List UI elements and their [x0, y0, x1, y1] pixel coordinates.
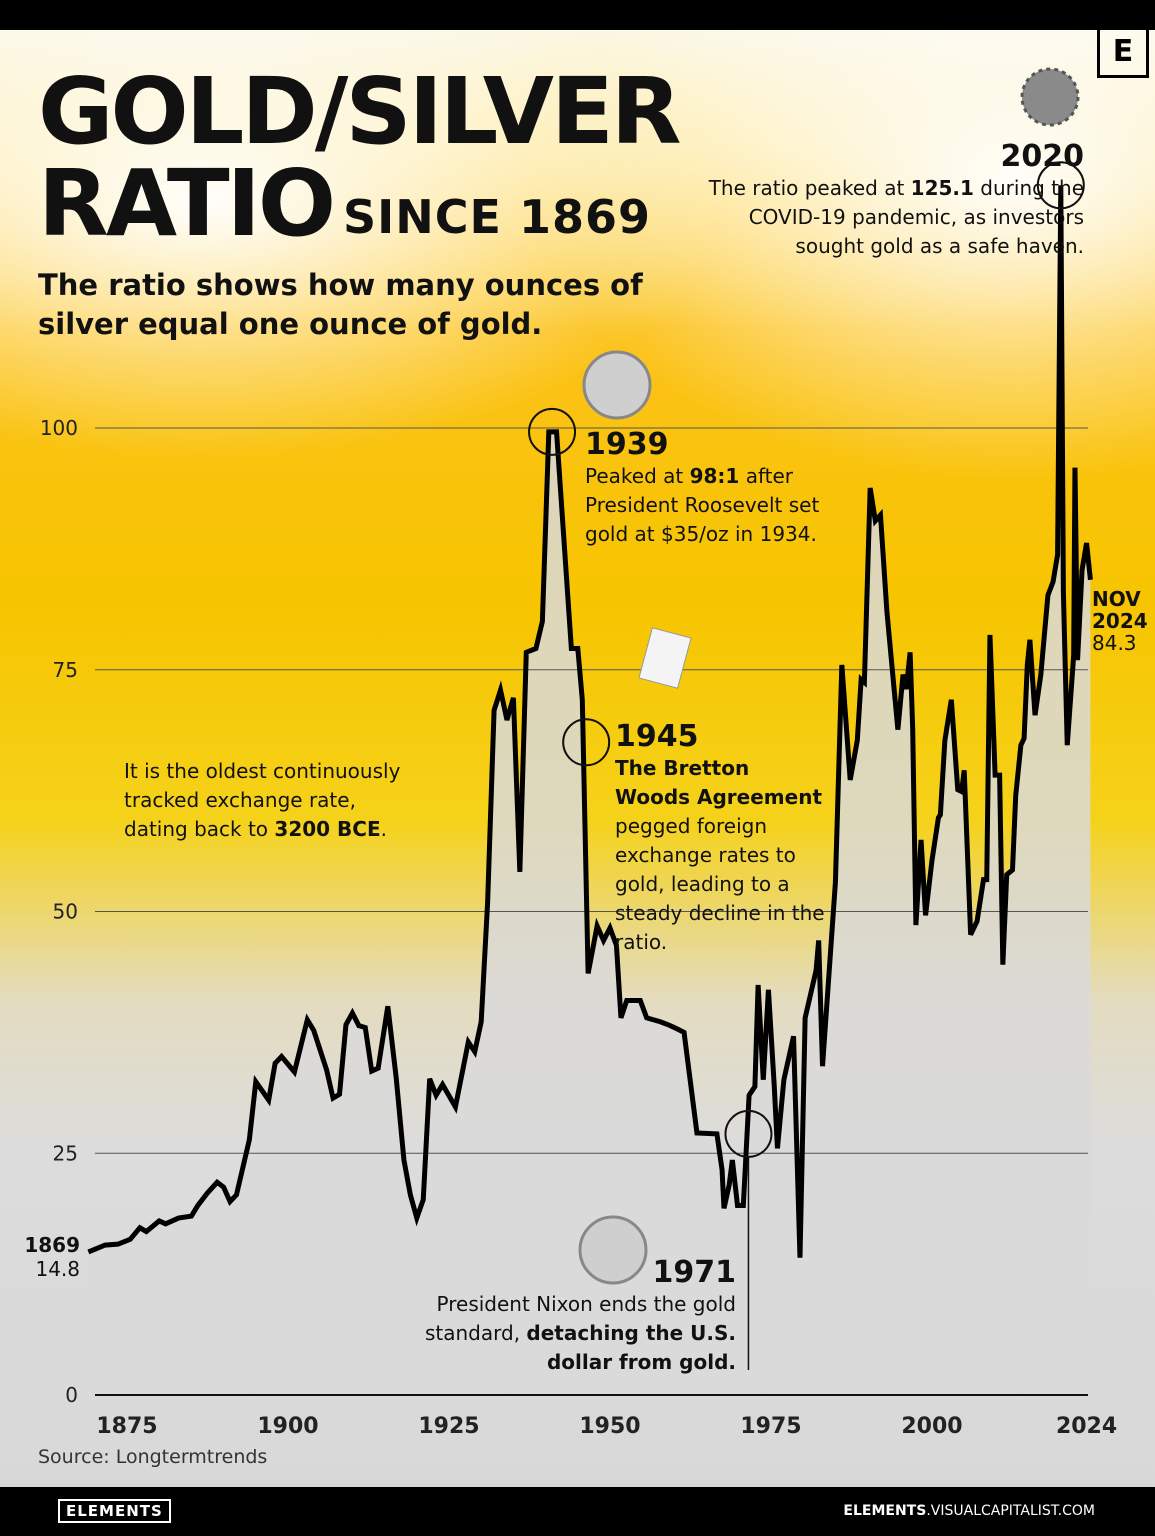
annotation-year: 1971 [652, 1255, 737, 1290]
annotation-oldest: It is the oldest continuously tracked ex… [124, 757, 424, 844]
y-tick-label: 50 [53, 900, 78, 924]
y-tick-label: 25 [53, 1141, 78, 1165]
y-tick-label: 75 [53, 658, 78, 682]
text: during the COVID-19 pandemic, as investo… [748, 176, 1084, 258]
text: pegged foreign exchange rates to gold, l… [615, 814, 825, 954]
x-tick-label: 2024 [1056, 1414, 1117, 1439]
nixon-coin-icon [578, 1215, 648, 1285]
signing-document-icon [638, 627, 692, 689]
start-value: 14.8 [35, 1257, 80, 1281]
highlight-circle [1036, 161, 1085, 210]
bold-text: detaching the U.S. dollar from gold. [526, 1321, 736, 1374]
title-line1: GOLD/SILVER [38, 58, 682, 165]
source: Source: Longtermtrends [38, 1446, 268, 1468]
bold-text: The Bretton Woods Agreement [615, 756, 823, 809]
end-month: NOV [1092, 587, 1141, 611]
text: Peaked at [585, 464, 690, 488]
area-fill [88, 185, 1091, 1396]
x-tick-label: 1975 [740, 1414, 801, 1439]
annotation-2020: 2020 The ratio peaked at 125.1 during th… [700, 140, 1084, 261]
x-tick-label: 1925 [418, 1414, 479, 1439]
bold-text: 98:1 [689, 464, 740, 488]
annotation-year: 2020 [1000, 139, 1085, 174]
footer-bar [0, 1487, 1155, 1536]
x-tick-label: 1950 [579, 1414, 640, 1439]
annotation-text: Peaked at 98:1 after President Roosevelt… [585, 462, 835, 549]
annotation-text: The ratio peaked at 125.1 during the COV… [700, 174, 1084, 261]
bold-text: 3200 BCE [274, 817, 381, 841]
text: The ratio peaked at [708, 176, 911, 200]
title-line3: SINCE 1869 [343, 190, 651, 244]
footer-brand: ELEMENTS [58, 1499, 171, 1523]
x-tick-label: 1900 [257, 1414, 318, 1439]
top-bar [0, 0, 1155, 30]
text: after President Roosevelt set gold at $3… [585, 464, 820, 546]
annotation-year: 1939 [585, 427, 669, 462]
start-year: 1869 [24, 1233, 80, 1257]
annotation-text: The Bretton Woods Agreement pegged forei… [615, 754, 830, 957]
footer-url-rest: .VISUALCAPITALIST.COM [926, 1503, 1095, 1519]
ratio-line [87, 185, 1093, 1258]
background-glow [0, 30, 1155, 590]
text: . [380, 817, 387, 841]
annotation-1945: 1945 The Bretton Woods Agreement pegged … [615, 720, 830, 957]
annotation-text: It is the oldest continuously tracked ex… [124, 757, 424, 844]
x-tick-label: 1875 [96, 1414, 157, 1439]
end-year: 2024 [1092, 609, 1148, 633]
roosevelt-coin-icon [582, 350, 652, 420]
bold-text: 125.1 [910, 176, 974, 200]
start-label: 1869 14.8 [22, 1233, 80, 1281]
title-line2: RATIO [38, 150, 336, 257]
x-tick-label: 2000 [901, 1414, 962, 1439]
annotation-text: President Nixon ends the gold standard, … [420, 1290, 736, 1377]
elements-logo: E [1097, 30, 1149, 78]
highlight-circle [562, 718, 611, 767]
text: President Nixon ends the gold standard, [424, 1292, 736, 1345]
footer-url: ELEMENTS.VISUALCAPITALIST.COM [843, 1503, 1095, 1519]
end-value: 84.3 [1092, 631, 1137, 655]
annotation-year: 1945 [615, 719, 699, 754]
text: It is the oldest continuously tracked ex… [124, 759, 401, 841]
y-tick-label: 0 [65, 1383, 78, 1407]
highlight-circle [528, 407, 577, 456]
virus-icon [1020, 67, 1080, 127]
annotation-1939: 1939 Peaked at 98:1 after President Roos… [585, 428, 835, 549]
annotation-1971: 1971 President Nixon ends the gold stand… [420, 1256, 736, 1377]
end-label: NOV 2024 84.3 [1092, 588, 1148, 654]
footer-url-bold: ELEMENTS [843, 1503, 927, 1519]
subtitle: The ratio shows how many ounces of silve… [38, 268, 643, 341]
y-tick-label: 100 [40, 416, 78, 440]
